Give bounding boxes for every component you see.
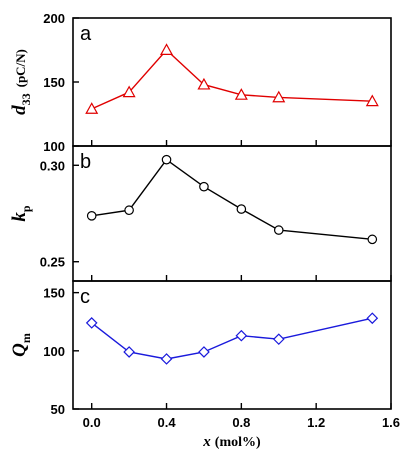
x-tick-label: 0.0 xyxy=(83,415,101,430)
y-axis-label-subscript: m xyxy=(19,333,33,343)
data-point-diamond xyxy=(366,312,379,325)
data-point-diamond xyxy=(85,317,98,329)
series-line xyxy=(91,158,373,240)
plot-frame xyxy=(72,280,392,410)
data-point-circle xyxy=(199,181,209,192)
plot-frame xyxy=(72,145,392,282)
x-axis-label: x (mol%) xyxy=(202,434,261,450)
x-axis-label-symbol: x xyxy=(202,434,211,450)
plot-frame xyxy=(72,17,392,147)
y-tick-label: 150 xyxy=(43,75,65,90)
panel-a: 100 150 200 a d33 (pC/N) xyxy=(9,11,392,154)
y-axis-label-symbol: k xyxy=(9,212,30,222)
data-point-diamond xyxy=(272,333,285,346)
y-tick-label: 100 xyxy=(43,344,65,359)
y-axis-label: kp xyxy=(9,205,33,222)
y-axis-label: d33 (pC/N) xyxy=(9,49,33,115)
data-point-triangle xyxy=(160,43,174,56)
y-tick-label: 0.25 xyxy=(40,255,65,270)
data-point-triangle xyxy=(122,85,136,98)
panel-b: 0.25 0.30 b kp xyxy=(9,145,392,282)
y-tick-label: 100 xyxy=(43,139,65,154)
panel-c: 50 100 150 0.0 0.4 0.8 1.2 1.6 c Qm x (mol%) xyxy=(9,280,400,450)
y-axis-label-unit: (pC/N) xyxy=(13,49,28,87)
data-point-triangle xyxy=(85,102,99,114)
y-tick-label: 50 xyxy=(51,402,65,417)
data-point-diamond xyxy=(198,346,210,358)
data-point-diamond xyxy=(160,353,173,365)
y-axis-label-subscript: p xyxy=(19,205,33,212)
y-axis-label-symbol: d xyxy=(9,105,30,115)
y-axis-label-subscript: 33 xyxy=(19,93,33,105)
y-tick-label: 200 xyxy=(43,11,65,26)
panel-label: b xyxy=(80,151,91,173)
x-tick-label: 0.4 xyxy=(157,415,176,430)
x-tick-label: 1.6 xyxy=(382,415,400,430)
panels: 100 150 200 a d33 (pC/N) 0.25 0.30 b kp 50 100 150 0.… xyxy=(9,11,400,450)
panel-label: a xyxy=(80,23,92,45)
data-point-circle xyxy=(124,205,134,216)
panel-label: c xyxy=(80,286,90,308)
x-tick-label: 1.2 xyxy=(307,415,325,430)
data-point-triangle xyxy=(197,77,211,90)
data-point-circle xyxy=(367,234,378,245)
data-point-triangle xyxy=(234,88,248,100)
x-tick-label: 0.8 xyxy=(232,415,250,430)
y-tick-label: 150 xyxy=(43,286,65,301)
y-axis-label: Qm xyxy=(9,333,33,357)
data-point-diamond xyxy=(235,329,248,342)
data-point-triangle xyxy=(365,94,379,107)
y-axis-label-symbol: Q xyxy=(9,343,30,357)
data-point-circle xyxy=(86,211,97,221)
data-point-triangle xyxy=(272,90,286,103)
y-tick-label: 0.30 xyxy=(40,158,65,173)
x-axis-label-unit: (mol%) xyxy=(215,435,261,450)
data-point-circle xyxy=(273,225,284,235)
series-line xyxy=(91,49,373,110)
data-point-diamond xyxy=(123,346,135,358)
data-point-circle xyxy=(161,154,172,165)
data-point-circle xyxy=(236,204,247,214)
